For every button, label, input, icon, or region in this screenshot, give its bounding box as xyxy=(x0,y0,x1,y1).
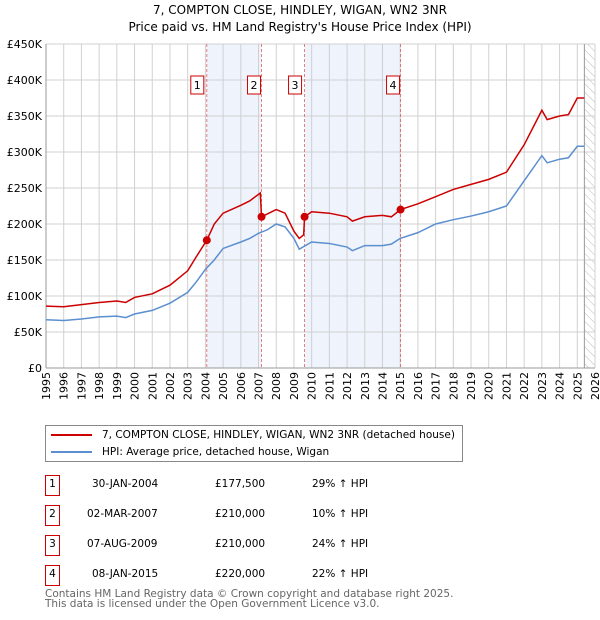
x-tick-label: 2005 xyxy=(217,372,230,400)
x-tick-label: 2020 xyxy=(483,372,496,400)
x-tick-label: 2021 xyxy=(500,372,513,400)
x-tick-label: 1996 xyxy=(58,372,71,400)
sale-label-box-2 xyxy=(247,75,262,95)
sale-point-3 xyxy=(300,212,309,221)
x-tick-label: 2013 xyxy=(359,372,372,400)
x-tick-label: 2018 xyxy=(447,372,460,400)
x-tick-label: 1997 xyxy=(75,372,88,400)
footer-line2: This data is licensed under the Open Gov… xyxy=(45,598,380,610)
x-tick-label: 2009 xyxy=(288,372,301,400)
sale-hpi-diff: 24% ↑ HPI xyxy=(312,538,369,550)
legend-swatch-property xyxy=(51,434,92,436)
sale-label-4: 4 xyxy=(390,79,397,92)
shaded-range-1 xyxy=(206,44,262,368)
sale-price: £177,500 xyxy=(215,478,266,490)
sale-row: 4 08-JAN-2015 £220,000 22% ↑ HPI xyxy=(45,565,465,586)
footer-line1: Contains HM Land Registry data © Crown c… xyxy=(45,588,454,600)
x-tick-label: 2017 xyxy=(430,372,443,400)
x-tick-label: 2016 xyxy=(412,372,425,400)
sale-date: 30-JAN-2004 xyxy=(92,478,159,490)
x-tick-label: 2008 xyxy=(270,372,283,400)
sale-point-1 xyxy=(202,236,211,245)
chart-subtitle: Price paid vs. HM Land Registry's House … xyxy=(128,20,472,34)
x-tick-label: 2002 xyxy=(164,372,177,400)
x-tick-label: 2015 xyxy=(394,372,407,400)
sale-label-1: 1 xyxy=(194,79,201,92)
x-tick-label: 2001 xyxy=(146,372,159,400)
y-tick-label: £300K xyxy=(7,146,43,159)
property-price-line xyxy=(45,97,585,308)
sale-label-box-1 xyxy=(190,75,205,95)
y-tick-label: £250K xyxy=(7,182,43,195)
sale-price: £220,000 xyxy=(215,568,266,580)
y-tick-label: £450K xyxy=(7,38,43,51)
sale-number: 1 xyxy=(45,475,60,496)
sale-price: £210,000 xyxy=(215,538,266,550)
x-tick-label: 2019 xyxy=(465,372,478,400)
sale-label-3: 3 xyxy=(292,79,299,92)
x-tick-label: 2012 xyxy=(341,372,354,400)
sale-number: 3 xyxy=(45,535,60,556)
sale-label-2: 2 xyxy=(251,79,258,92)
x-tick-label: 2022 xyxy=(518,372,531,400)
hpi-line xyxy=(45,145,585,322)
x-tick-label: 2026 xyxy=(589,372,600,400)
x-tick-label: 1995 xyxy=(40,372,53,400)
sale-date: 07-AUG-2009 xyxy=(87,538,158,550)
sale-row: 2 02-MAR-2007 £210,000 10% ↑ HPI xyxy=(45,505,465,526)
x-tick-label: 2024 xyxy=(554,372,567,400)
chart-title: 7, COMPTON CLOSE, HINDLEY, WIGAN, WN2 3N… xyxy=(153,3,447,17)
shaded-range-2 xyxy=(304,44,401,368)
sale-row: 3 07-AUG-2009 £210,000 24% ↑ HPI xyxy=(45,535,465,556)
x-tick-label: 2006 xyxy=(235,372,248,400)
y-tick-label: £350K xyxy=(7,110,43,123)
legend: 7, COMPTON CLOSE, HINDLEY, WIGAN, WN2 3N… xyxy=(45,425,463,462)
sale-price: £210,000 xyxy=(215,508,266,520)
y-tick-label: £150K xyxy=(7,254,43,267)
y-tick-label: £100K xyxy=(7,290,43,303)
sale-hpi-diff: 29% ↑ HPI xyxy=(312,478,369,490)
sale-date: 02-MAR-2007 xyxy=(87,508,158,520)
sale-row: 1 30-JAN-2004 £177,500 29% ↑ HPI xyxy=(45,475,465,496)
sale-number: 4 xyxy=(45,565,60,586)
sale-label-box-3 xyxy=(288,75,303,95)
legend-label-property: 7, COMPTON CLOSE, HINDLEY, WIGAN, WN2 3N… xyxy=(102,429,455,441)
x-tick-label: 2000 xyxy=(129,372,142,400)
sale-number: 2 xyxy=(45,505,60,526)
x-tick-label: 2010 xyxy=(306,372,319,400)
sale-hpi-diff: 10% ↑ HPI xyxy=(312,508,369,520)
price-chart: 1995 1996 1997 1998 1999 2000 2001 2002 2003 2004… xyxy=(7,38,600,400)
forecast-hatch xyxy=(584,44,595,368)
y-tick-label: £200K xyxy=(7,218,43,231)
footer: Contains HM Land Registry data © Crown c… xyxy=(45,588,454,610)
sale-label-box-4 xyxy=(386,75,401,95)
y-tick-label: £50K xyxy=(14,326,43,339)
sale-point-2 xyxy=(257,212,266,221)
y-tick-label: £0 xyxy=(28,362,42,375)
sale-date: 08-JAN-2015 xyxy=(92,568,159,580)
y-tick-label: £400K xyxy=(7,74,43,87)
x-tick-label: 2025 xyxy=(571,372,584,400)
x-tick-label: 2023 xyxy=(536,372,549,400)
x-tick-label: 1998 xyxy=(93,372,106,400)
sale-hpi-diff: 22% ↑ HPI xyxy=(312,568,369,580)
legend-label-hpi: HPI: Average price, detached house, Wiga… xyxy=(102,446,330,458)
x-tick-label: 1999 xyxy=(111,372,124,400)
x-tick-label: 2004 xyxy=(199,372,212,400)
x-tick-label: 2014 xyxy=(376,372,389,400)
legend-swatch-hpi xyxy=(51,451,92,453)
x-tick-label: 2007 xyxy=(253,372,266,400)
x-tick-label: 2003 xyxy=(182,372,195,400)
sale-point-4 xyxy=(396,205,405,214)
x-tick-label: 2011 xyxy=(323,372,336,400)
